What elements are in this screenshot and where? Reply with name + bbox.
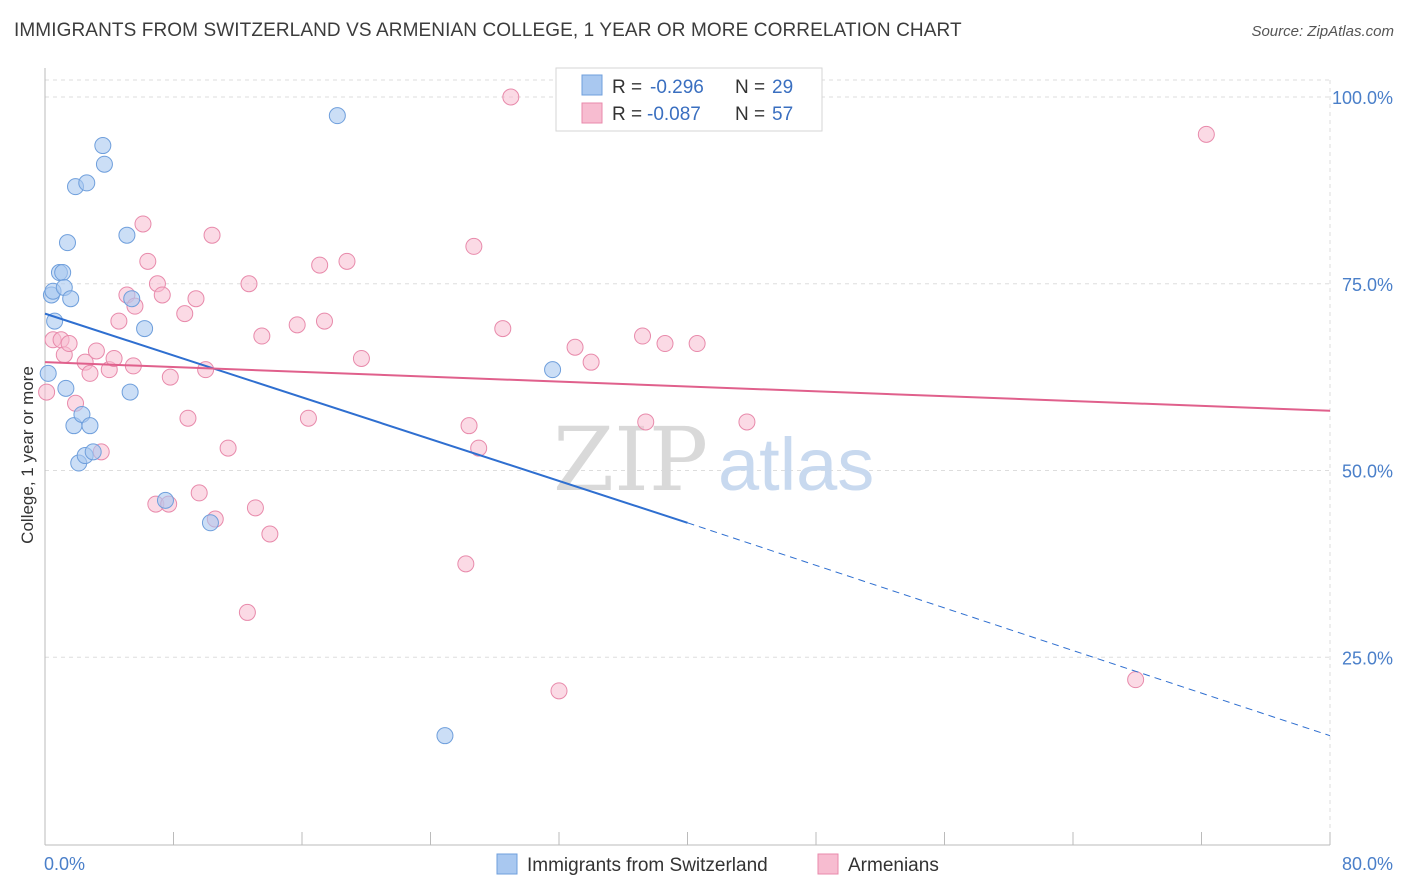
switzerland-point-18 — [94, 137, 112, 155]
armenians-point-49 — [566, 338, 584, 356]
armenians-point-47 — [502, 88, 520, 106]
chart-source: Source: ZipAtlas.com — [1251, 23, 1394, 40]
switzerland-point-19 — [95, 155, 113, 173]
stats-legend: R = -0.296 N = 29 R = -0.087 N = 57 — [555, 67, 823, 132]
switzerland-point-21 — [121, 383, 139, 401]
chart-title: IMMIGRANTS FROM SWITZERLAND VS ARMENIAN … — [14, 20, 962, 41]
armenians-point-12 — [110, 312, 128, 330]
armenians-point-23 — [176, 305, 194, 323]
armenians-point-44 — [465, 237, 483, 255]
series-legend: Immigrants from Switzerland Armenians — [496, 853, 939, 876]
armenians-point-30 — [219, 439, 237, 457]
armenians-point-34 — [253, 327, 271, 345]
armenians-point-20 — [153, 286, 171, 304]
armenians-point-57 — [1197, 125, 1215, 143]
armenians-point-26 — [190, 484, 208, 502]
armenians-point-40 — [338, 252, 356, 270]
stats-legend-blue-swatch — [581, 74, 603, 96]
switzerland-point-28 — [544, 361, 562, 379]
armenians-point-16 — [134, 215, 152, 233]
tick-labels: 25.0% 50.0% 75.0% 100.0% 0.0% 80.0% — [44, 88, 1393, 874]
armenians-point-48 — [550, 682, 568, 700]
armenians-point-54 — [688, 335, 706, 353]
armenians-point-35 — [261, 525, 279, 543]
x-tick-label-0: 0.0% — [44, 854, 85, 874]
armenians-point-32 — [240, 275, 258, 293]
armenians-point-50 — [582, 353, 600, 371]
stats-n-label-blue: N = — [735, 77, 765, 98]
y-axis-title: College, 1 year or more — [18, 366, 37, 544]
switzerland-point-9 — [62, 290, 80, 308]
armenians-point-43 — [460, 417, 478, 435]
legend-label-switzerland: Immigrants from Switzerland — [527, 855, 768, 876]
watermark-atlas: atlas — [718, 423, 874, 506]
armenians-point-24 — [179, 409, 197, 427]
trend-lines — [44, 312, 1331, 737]
stats-r-value-blue: -0.296 — [650, 77, 704, 98]
y-tick-label-3: 100.0% — [1332, 88, 1393, 108]
x-tick-label-1: 80.0% — [1342, 854, 1393, 874]
switzerland-point-24 — [156, 491, 174, 509]
y-tick-label-1: 50.0% — [1342, 462, 1393, 482]
armenians-point-55 — [738, 413, 756, 431]
stats-r-label-pink: R = — [612, 104, 642, 125]
switzerland-point-0 — [39, 364, 57, 382]
stats-r-value-pink: -0.087 — [647, 104, 701, 125]
switzerland-point-23 — [136, 320, 154, 338]
watermark-zip: ZIP — [553, 408, 708, 511]
switzerland-point-27 — [436, 727, 454, 745]
armenians-point-8 — [87, 342, 105, 360]
stats-r-label-blue: R = — [612, 77, 642, 98]
armenians-point-56 — [1127, 671, 1145, 689]
armenians-point-41 — [352, 349, 370, 367]
switzerland-point-26 — [328, 107, 346, 125]
armenians-point-53 — [656, 335, 674, 353]
armenians-point-25 — [187, 290, 205, 308]
stats-n-value-pink: 57 — [772, 104, 793, 125]
series-switzerland-points — [39, 107, 562, 745]
armenians-point-36 — [288, 316, 306, 334]
switzerland-trend-extension — [687, 522, 1331, 737]
armenians-point-17 — [139, 252, 157, 270]
armenians-point-22 — [161, 368, 179, 386]
stats-n-value-blue: 29 — [772, 77, 793, 98]
y-tick-label-2: 75.0% — [1342, 275, 1393, 295]
legend-swatch-armenians — [817, 853, 839, 875]
armenians-point-31 — [238, 603, 256, 621]
switzerland-point-7 — [57, 379, 75, 397]
stats-n-label-pink: N = — [735, 104, 765, 125]
switzerland-point-15 — [78, 174, 96, 192]
stats-legend-pink-swatch — [581, 102, 603, 124]
armenians-point-46 — [494, 320, 512, 338]
armenians-point-39 — [315, 312, 333, 330]
legend-swatch-switzerland — [496, 853, 518, 875]
armenians-point-52 — [637, 413, 655, 431]
armenians-point-4 — [60, 335, 78, 353]
switzerland-point-25 — [201, 514, 219, 532]
switzerland-point-5 — [54, 264, 72, 282]
armenians-point-51 — [634, 327, 652, 345]
armenians-point-28 — [203, 226, 221, 244]
axes — [44, 68, 1331, 846]
armenians-point-7 — [81, 364, 99, 382]
switzerland-point-20 — [118, 226, 136, 244]
armenians-point-42 — [457, 555, 475, 573]
series-armenians-points — [38, 88, 1215, 700]
switzerland-point-22 — [123, 290, 141, 308]
switzerland-point-17 — [84, 443, 102, 461]
switzerland-trend-line — [44, 312, 688, 524]
y-tick-label-0: 25.0% — [1342, 648, 1393, 668]
armenians-point-11 — [105, 349, 123, 367]
switzerland-point-16 — [81, 417, 99, 435]
armenians-point-0 — [38, 383, 56, 401]
watermark: ZIP atlas — [553, 408, 874, 511]
legend-label-armenians: Armenians — [848, 855, 939, 876]
switzerland-point-8 — [58, 234, 76, 252]
armenians-point-38 — [311, 256, 329, 274]
armenians-trend-line — [44, 361, 1331, 412]
armenians-point-37 — [299, 409, 317, 427]
armenians-point-45 — [470, 439, 488, 457]
armenians-point-33 — [246, 499, 264, 517]
